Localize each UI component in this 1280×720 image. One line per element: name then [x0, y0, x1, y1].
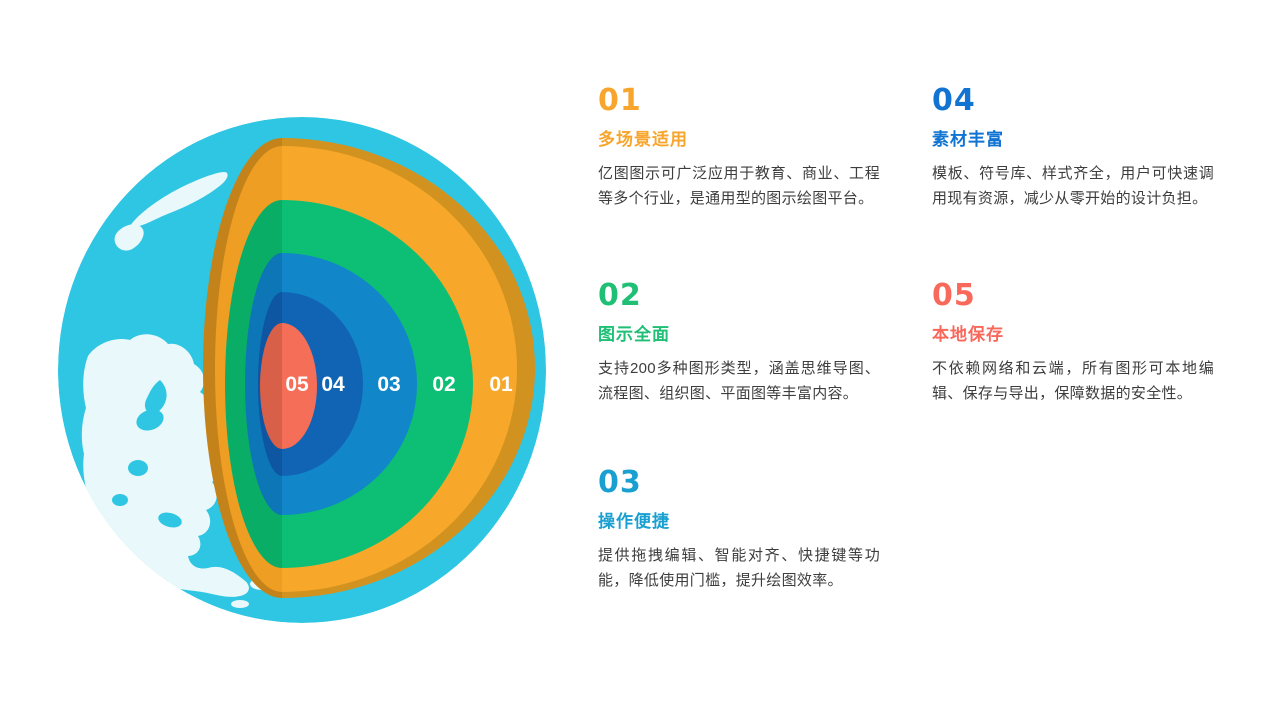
island [231, 600, 249, 608]
island [170, 599, 190, 609]
feature-description: 模板、符号库、样式齐全，用户可快速调用现有资源，减少从零开始的设计负担。 [932, 165, 1214, 207]
layer-label-03: 03 [377, 373, 400, 396]
earth-cutaway [203, 138, 535, 598]
feature-block-02: 02 图示全面 支持200多种图形类型，涵盖思维导图、流程图、组织图、平面图等丰… [598, 281, 898, 406]
continent-small-blob [114, 224, 144, 251]
layer-05-right [282, 323, 317, 449]
continent-northern-sliver [130, 172, 228, 227]
continent-lakes [112, 380, 182, 528]
feature-block-01: 01 多场景适用 亿图图示可广泛应用于教育、商业、工程等多个行业，是通用型的图示… [598, 86, 898, 211]
feature-block-03: 03 操作便捷 提供拖拽编辑、智能对齐、快捷键等功能，降低使用门槛，提升绘图效率… [598, 468, 898, 593]
feature-title: 多场景适用 [598, 130, 688, 149]
feature-description: 支持200多种图形类型，涵盖思维导图、流程图、组织图、平面图等丰富内容。 [598, 360, 880, 402]
feature-title: 操作便捷 [598, 512, 670, 531]
lake [128, 460, 148, 476]
layer-label-05: 05 [285, 373, 309, 396]
feature-description: 亿图图示可广泛应用于教育、商业、工程等多个行业，是通用型的图示绘图平台。 [598, 165, 880, 207]
feature-title: 图示全面 [598, 325, 670, 344]
feature-title: 本地保存 [932, 325, 1004, 344]
lake [158, 512, 182, 528]
lake [136, 409, 164, 431]
layer-label-04: 04 [321, 373, 345, 396]
layer-label-02: 02 [432, 373, 455, 396]
feature-number: 05 [932, 278, 976, 313]
layer-label-01: 01 [489, 373, 513, 396]
feature-number: 04 [932, 83, 976, 118]
feature-block-04: 04 素材丰富 模板、符号库、样式齐全，用户可快速调用现有资源，减少从零开始的设… [932, 86, 1232, 211]
feature-number: 02 [598, 278, 642, 313]
layer-05-left [260, 323, 282, 449]
feature-number: 03 [598, 465, 642, 500]
feature-block-05: 05 本地保存 不依赖网络和云端，所有图形可本地编辑、保存与导出，保障数据的安全… [932, 281, 1232, 406]
feature-description: 提供拖拽编辑、智能对齐、快捷键等功能，降低使用门槛，提升绘图效率。 [598, 547, 880, 589]
feature-description: 不依赖网络和云端，所有图形可本地编辑、保存与导出，保障数据的安全性。 [932, 360, 1214, 402]
lake [112, 494, 128, 506]
feature-title: 素材丰富 [932, 130, 1004, 149]
layer-labels: 05 04 03 02 01 [285, 373, 513, 396]
feature-number: 01 [598, 83, 642, 118]
lake-channel [144, 380, 167, 415]
